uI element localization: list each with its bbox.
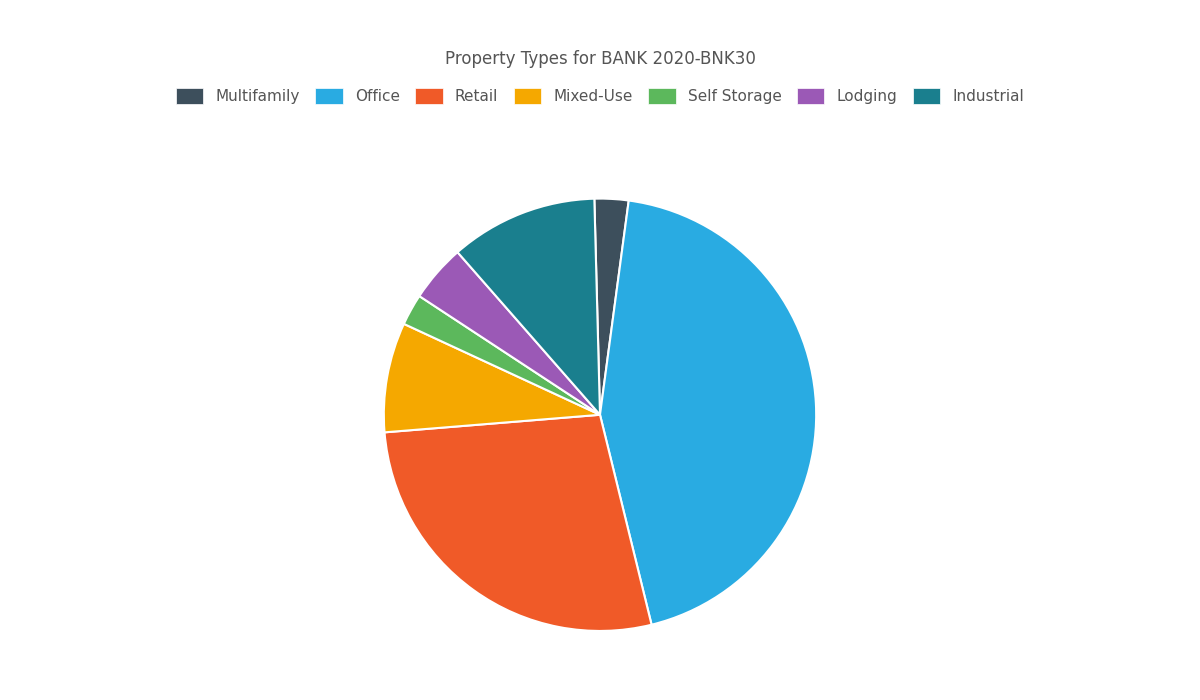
Wedge shape — [384, 415, 652, 631]
Wedge shape — [419, 252, 600, 415]
Title: Property Types for BANK 2020-BNK30: Property Types for BANK 2020-BNK30 — [444, 50, 756, 68]
Wedge shape — [384, 324, 600, 433]
Wedge shape — [404, 296, 600, 415]
Wedge shape — [600, 200, 816, 624]
Wedge shape — [457, 199, 600, 415]
Wedge shape — [594, 199, 629, 415]
Legend: Multifamily, Office, Retail, Mixed-Use, Self Storage, Lodging, Industrial: Multifamily, Office, Retail, Mixed-Use, … — [169, 82, 1031, 110]
